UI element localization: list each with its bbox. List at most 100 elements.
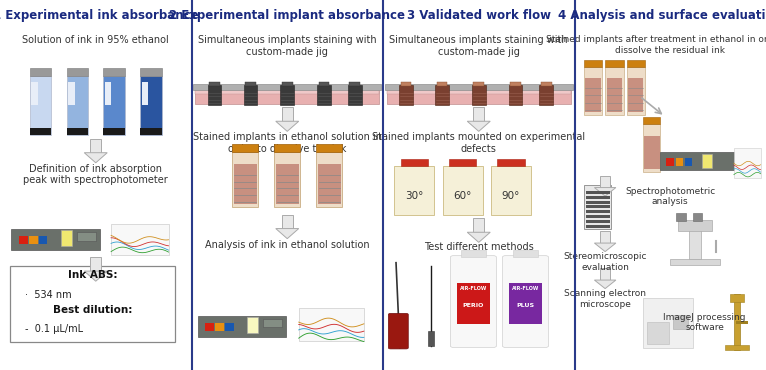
FancyBboxPatch shape [316,152,342,207]
Text: 1 Experimental ink absorbance: 1 Experimental ink absorbance [0,9,198,22]
FancyBboxPatch shape [316,144,342,152]
FancyBboxPatch shape [401,82,411,86]
Text: 4 Analysis and surface evaluation: 4 Analysis and surface evaluation [558,9,766,22]
Polygon shape [276,229,299,239]
FancyBboxPatch shape [586,191,610,194]
Text: Definition of ink absorption
peak with spectrophotometer: Definition of ink absorption peak with s… [24,164,168,185]
FancyBboxPatch shape [208,85,221,105]
FancyBboxPatch shape [234,164,257,204]
FancyBboxPatch shape [586,225,610,228]
Text: Best dilution:: Best dilution: [53,305,132,315]
FancyBboxPatch shape [457,283,490,324]
Text: 2 Experimental implant absorbance: 2 Experimental implant absorbance [169,9,405,22]
FancyBboxPatch shape [689,228,701,259]
FancyBboxPatch shape [584,67,602,115]
FancyBboxPatch shape [586,205,610,208]
FancyBboxPatch shape [68,82,74,105]
FancyBboxPatch shape [195,90,379,104]
FancyBboxPatch shape [660,152,737,170]
FancyBboxPatch shape [30,76,51,135]
FancyBboxPatch shape [142,82,148,105]
FancyBboxPatch shape [541,82,552,86]
FancyBboxPatch shape [435,85,449,105]
FancyBboxPatch shape [29,236,38,244]
FancyBboxPatch shape [387,90,571,104]
Polygon shape [276,121,299,131]
FancyBboxPatch shape [385,84,573,90]
FancyBboxPatch shape [247,317,258,333]
Text: Simultaneous implants staining with
custom-made jig: Simultaneous implants staining with cust… [389,35,568,57]
FancyBboxPatch shape [274,144,300,152]
FancyBboxPatch shape [601,176,611,188]
FancyBboxPatch shape [193,84,381,90]
FancyBboxPatch shape [497,159,525,166]
FancyBboxPatch shape [502,256,548,347]
FancyBboxPatch shape [693,213,702,221]
FancyBboxPatch shape [319,82,329,86]
FancyBboxPatch shape [31,82,38,105]
FancyBboxPatch shape [473,218,484,232]
Text: 3 Validated work flow: 3 Validated work flow [407,9,551,22]
FancyBboxPatch shape [11,229,100,250]
FancyBboxPatch shape [601,231,611,243]
FancyBboxPatch shape [734,294,740,350]
Text: ·  534 nm: · 534 nm [25,290,72,300]
FancyBboxPatch shape [643,124,660,172]
FancyBboxPatch shape [30,128,51,135]
FancyBboxPatch shape [103,76,125,135]
FancyBboxPatch shape [605,60,624,67]
FancyBboxPatch shape [676,213,686,221]
FancyBboxPatch shape [209,82,220,86]
FancyBboxPatch shape [245,82,256,86]
FancyBboxPatch shape [276,164,299,204]
FancyBboxPatch shape [317,85,331,105]
FancyBboxPatch shape [282,107,293,121]
FancyBboxPatch shape [387,90,571,94]
FancyBboxPatch shape [491,166,531,215]
FancyBboxPatch shape [702,154,712,168]
FancyBboxPatch shape [318,164,341,204]
FancyBboxPatch shape [607,78,622,112]
FancyBboxPatch shape [730,294,744,302]
FancyBboxPatch shape [734,148,761,178]
FancyBboxPatch shape [601,268,611,280]
Polygon shape [594,280,616,289]
FancyBboxPatch shape [225,323,234,331]
FancyBboxPatch shape [10,266,175,342]
FancyBboxPatch shape [472,85,486,105]
FancyBboxPatch shape [509,85,522,105]
FancyBboxPatch shape [30,68,51,76]
FancyBboxPatch shape [449,159,476,166]
FancyBboxPatch shape [195,90,379,94]
FancyBboxPatch shape [90,257,101,271]
Text: Solution of ink in 95% ethanol: Solution of ink in 95% ethanol [22,35,169,45]
FancyBboxPatch shape [461,250,486,257]
FancyBboxPatch shape [586,215,610,218]
FancyBboxPatch shape [111,224,169,255]
Text: Stained implants in ethanol solution in
order to dissolve the ink: Stained implants in ethanol solution in … [193,132,381,154]
FancyBboxPatch shape [299,308,364,341]
FancyBboxPatch shape [394,166,434,215]
FancyBboxPatch shape [473,82,484,86]
Polygon shape [594,188,616,196]
FancyBboxPatch shape [685,158,692,166]
Polygon shape [467,121,490,131]
FancyBboxPatch shape [586,220,610,223]
FancyBboxPatch shape [205,323,214,331]
FancyBboxPatch shape [736,321,748,324]
Text: ImageJ processing
software: ImageJ processing software [663,313,746,332]
FancyBboxPatch shape [510,82,521,86]
FancyBboxPatch shape [67,68,88,76]
Polygon shape [467,232,490,242]
FancyBboxPatch shape [198,316,286,337]
FancyBboxPatch shape [103,128,125,135]
FancyBboxPatch shape [428,331,434,346]
Text: AIR-FLOW: AIR-FLOW [512,286,539,291]
FancyBboxPatch shape [67,128,88,135]
FancyBboxPatch shape [586,196,610,199]
Text: 30°: 30° [405,191,424,201]
FancyBboxPatch shape [443,166,483,215]
Text: Ink ABS:: Ink ABS: [67,270,117,280]
FancyBboxPatch shape [670,259,720,265]
FancyBboxPatch shape [67,76,88,135]
